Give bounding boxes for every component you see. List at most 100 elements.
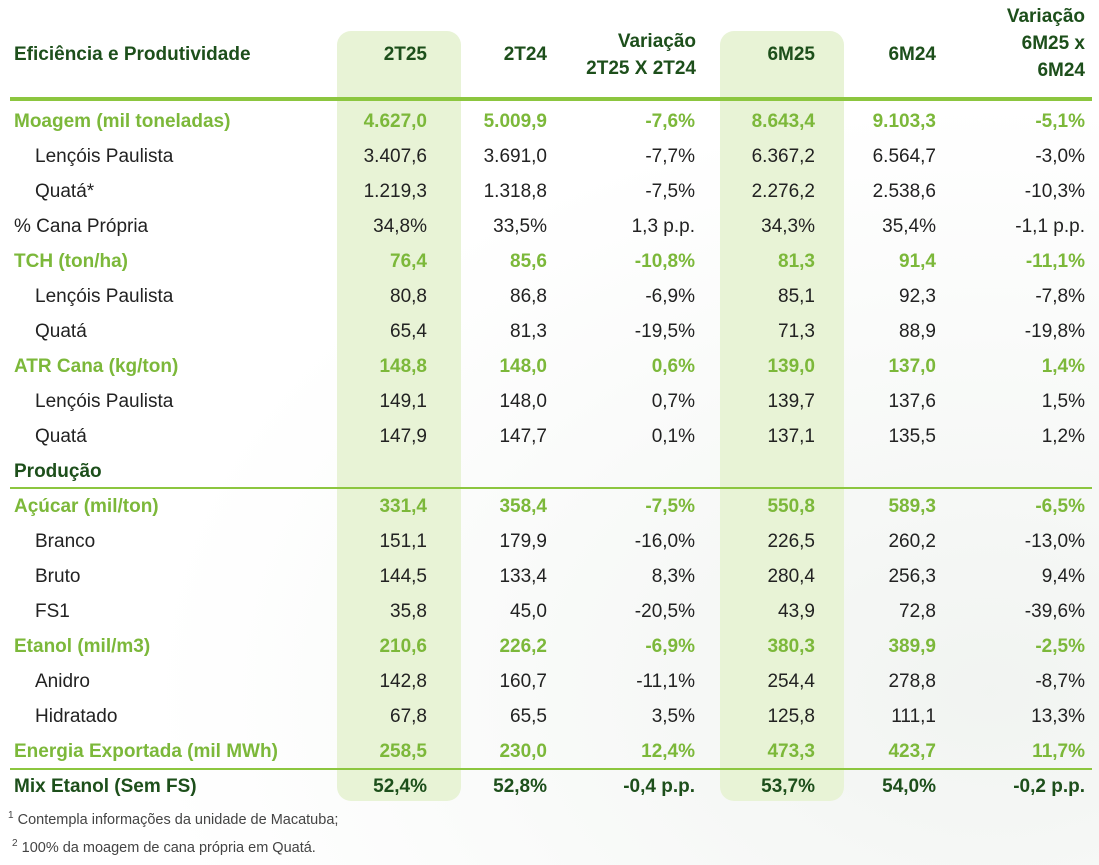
- row-label: TCH (ton/ha): [14, 251, 128, 272]
- row-value: -7,5%: [645, 496, 695, 517]
- row-value: 12,4%: [641, 741, 695, 762]
- row-label: FS1: [35, 601, 70, 622]
- row-value: 151,1: [379, 531, 427, 552]
- row-value: 35,8: [390, 601, 427, 622]
- row-value: 148,0: [499, 356, 547, 377]
- row-label: Açúcar (mil/ton): [14, 496, 159, 517]
- footnote-2: 2 100% da moagem de cana própria em Quat…: [8, 832, 338, 860]
- row-value: -19,5%: [634, 321, 695, 342]
- row-value: -6,5%: [1035, 496, 1085, 517]
- row-value: -8,7%: [1035, 671, 1085, 692]
- row-label: Lençóis Paulista: [35, 391, 174, 412]
- row-value: 92,3: [899, 286, 936, 307]
- row-value: 179,9: [499, 531, 547, 552]
- table-row: Branco 151,1 179,9 -16,0% 226,5 260,2 -13,0%: [0, 524, 1099, 559]
- row-value: 210,6: [379, 636, 427, 657]
- row-label: Anidro: [35, 671, 90, 692]
- row-value: 54,0%: [882, 776, 936, 797]
- footnote-2-text: 100% da moagem de cana própria em Quatá.: [21, 839, 316, 856]
- row-value: -7,6%: [645, 111, 695, 132]
- row-value: 331,4: [379, 496, 427, 517]
- row-value: 72,8: [899, 601, 936, 622]
- row-value: 226,2: [499, 636, 547, 657]
- row-value: 258,5: [379, 741, 427, 762]
- row-value: -11,1%: [1025, 251, 1085, 272]
- header-2t25: 2T25: [383, 44, 427, 65]
- row-value: 85,1: [778, 286, 815, 307]
- row-value: -0,4 p.p.: [623, 776, 695, 797]
- row-value: 86,8: [510, 286, 547, 307]
- row-value: 125,8: [767, 706, 815, 727]
- row-label: Lençóis Paulista: [35, 146, 174, 167]
- table-row: Energia Exportada (mil MWh) 258,5 230,0 12,…: [0, 734, 1099, 769]
- row-label: Hidratado: [35, 706, 118, 727]
- row-value: 278,8: [888, 671, 936, 692]
- row-value: 160,7: [499, 671, 547, 692]
- footnotes: 1 Contempla informações da unidade de Ma…: [8, 804, 338, 860]
- row-value: 256,3: [888, 566, 936, 587]
- row-value: 550,8: [767, 496, 815, 517]
- table-row: Lençóis Paulista 3.407,6 3.691,0 -7,7% 6.367…: [0, 139, 1099, 174]
- row-label: Mix Etanol (Sem FS): [14, 776, 197, 797]
- row-value: 142,8: [379, 671, 427, 692]
- row-value: 81,3: [778, 251, 815, 272]
- highlight-column-6m25: [720, 31, 844, 801]
- row-value: 8,3%: [651, 566, 695, 587]
- table-row: Hidratado 67,8 65,5 3,5% 125,8 111,1 13,3%: [0, 699, 1099, 734]
- header-variacao-6m: Variação 6M25 x 6M24: [960, 3, 1085, 84]
- row-value: 43,9: [778, 601, 815, 622]
- row-label: Bruto: [35, 566, 81, 587]
- row-value: 1.318,8: [483, 181, 547, 202]
- row-value: -10,8%: [634, 251, 695, 272]
- row-value: 2.276,2: [751, 181, 815, 202]
- row-value: 45,0: [510, 601, 547, 622]
- table-row: Quatá* 1.219,3 1.318,8 -7,5% 2.276,2 2.538,6 -…: [0, 174, 1099, 209]
- row-value: 33,5%: [493, 216, 547, 237]
- row-value: -20,5%: [634, 601, 695, 622]
- row-value: 135,5: [888, 426, 936, 447]
- row-value: 1,5%: [1041, 391, 1085, 412]
- row-value: 280,4: [767, 566, 815, 587]
- row-label: Moagem (mil toneladas): [14, 111, 231, 132]
- table-row: Quatá 147,9 147,7 0,1% 137,1 135,5 1,2%: [0, 419, 1099, 454]
- row-value: 139,7: [767, 391, 815, 412]
- row-value: -7,8%: [1035, 286, 1085, 307]
- header-variacao-6m-line2: 6M25 x: [1021, 33, 1085, 54]
- row-value: 423,7: [888, 741, 936, 762]
- row-value: 5.009,9: [483, 111, 547, 132]
- row-value: 65,5: [510, 706, 547, 727]
- row-label: Etanol (mil/m3): [14, 636, 151, 657]
- row-value: -16,0%: [634, 531, 695, 552]
- row-value: -6,9%: [645, 636, 695, 657]
- row-value: 139,0: [767, 356, 815, 377]
- table-body: Moagem (mil toneladas) 4.627,0 5.009,9 -7,6…: [0, 104, 1099, 804]
- row-value: -5,1%: [1035, 111, 1085, 132]
- row-value: 133,4: [499, 566, 547, 587]
- row-value: 34,3%: [761, 216, 815, 237]
- row-value: -19,8%: [1024, 321, 1085, 342]
- footnote-1-text: Contempla informações da unidade de Maca…: [17, 811, 339, 828]
- row-value: 147,7: [499, 426, 547, 447]
- row-value: 6.367,2: [751, 146, 815, 167]
- table-row: Anidro 142,8 160,7 -11,1% 254,4 278,8 -8,7%: [0, 664, 1099, 699]
- table-row: Etanol (mil/m3) 210,6 226,2 -6,9% 380,3 389,9…: [0, 629, 1099, 664]
- row-label: Energia Exportada (mil MWh): [14, 741, 278, 762]
- row-value: -7,5%: [645, 181, 695, 202]
- row-value: 85,6: [510, 251, 547, 272]
- row-value: -13,0%: [1024, 531, 1085, 552]
- row-value: 254,4: [767, 671, 815, 692]
- table-row: TCH (ton/ha) 76,4 85,6 -10,8% 81,3 91,4 -11,1%: [0, 244, 1099, 279]
- row-value: 52,8%: [493, 776, 547, 797]
- section-rule-top: [10, 487, 1092, 489]
- row-label: % Cana Própria: [14, 216, 149, 237]
- row-value: 80,8: [390, 286, 427, 307]
- row-value: 81,3: [510, 321, 547, 342]
- table-row: Moagem (mil toneladas) 4.627,0 5.009,9 -7,6…: [0, 104, 1099, 139]
- header-variacao-2t: Variação 2T25 X 2T24: [560, 28, 696, 82]
- footnote-1: 1 Contempla informações da unidade de Ma…: [8, 804, 338, 832]
- row-value: 226,5: [767, 531, 815, 552]
- table-row: Lençóis Paulista 149,1 148,0 0,7% 139,7 137,6…: [0, 384, 1099, 419]
- header-6m24: 6M24: [888, 44, 936, 65]
- row-value: 52,4%: [373, 776, 427, 797]
- table-title: Eficiência e Produtividade: [14, 44, 251, 65]
